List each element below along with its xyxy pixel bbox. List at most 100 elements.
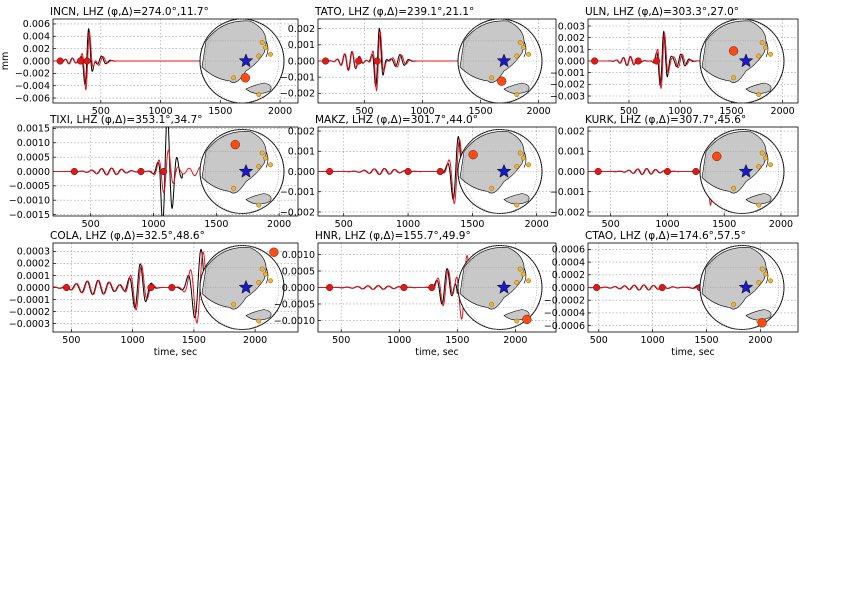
- globe-coast: [265, 151, 269, 168]
- axes-frame: [587, 242, 799, 333]
- y-tick-label: −0.001: [280, 187, 315, 198]
- subplot-title: KURK, LHZ (φ,Δ)=307.7°,45.6°: [585, 114, 746, 126]
- y-tick-label: 0.0005: [17, 152, 50, 163]
- x-tick-label: 500: [620, 106, 638, 117]
- station-dot: [263, 271, 268, 277]
- globe-inset: [457, 129, 543, 214]
- station-dot: [763, 155, 768, 161]
- station-dot: [763, 45, 768, 50]
- station-dot: [763, 271, 768, 277]
- subplot-hnr: 500 1000 1500 2000 0.0010 0.0005 0.0000 −0.0005…: [274, 230, 557, 358]
- station-dot: [756, 280, 762, 285]
- y-tick-label: 0.0005: [282, 266, 315, 277]
- phase-marker: [663, 167, 672, 176]
- y-tick-label: 0.0004: [552, 257, 585, 268]
- y-tick-label: −0.0010: [9, 196, 50, 207]
- y-tick-label: −0.0001: [9, 295, 50, 306]
- y-tick-label: 0.0002: [552, 270, 585, 281]
- y-tick-label: −0.0002: [544, 296, 585, 307]
- subplot-tato: 500 1000 1500 2000 0.002 0.001 0.000 −0.001 −0.0…: [280, 6, 557, 117]
- x-tick-label: 1000: [148, 106, 172, 117]
- y-tick-label: −0.0003: [9, 319, 50, 330]
- x-tick-label: 500: [332, 335, 350, 346]
- subplot-title: ULN, LHZ (φ,Δ)=303.3°,27.0°: [585, 6, 739, 18]
- globe-meridian: [204, 245, 280, 330]
- x-tick-label: 2000: [267, 219, 291, 230]
- axes-frame: [52, 126, 299, 217]
- y-tick-label: −0.002: [550, 207, 585, 218]
- y-tick-label: 0.000: [558, 56, 585, 67]
- station-dot: [514, 53, 520, 59]
- subplot-title: HNR, LHZ (φ,Δ)=155.7°,49.9°: [315, 230, 471, 242]
- phase-marker: [658, 283, 666, 292]
- globe-meridian: [462, 18, 538, 104]
- axes-frame: [52, 18, 299, 104]
- observed-trace: [53, 127, 183, 216]
- y-tick-label: −0.0015: [9, 210, 50, 221]
- globe-coast: [765, 40, 769, 58]
- station-dot: [256, 164, 262, 169]
- globe-land: [201, 20, 267, 83]
- epicenter-star: [238, 279, 254, 294]
- y-tick-label: −0.0006: [544, 321, 585, 332]
- subplot-title: MAKZ, LHZ (φ,Δ)=301.7°,44.0°: [315, 114, 478, 126]
- station-marker: [522, 314, 532, 325]
- axes-frame: [317, 18, 557, 104]
- y-tick-label: 0.003: [558, 21, 585, 32]
- phase-marker: [168, 283, 176, 292]
- observed-trace: [53, 248, 210, 319]
- station-dot: [517, 40, 523, 45]
- phase-marker: [147, 283, 155, 292]
- x-tick-label: 1500: [208, 106, 232, 117]
- y-tick-label: 0.0010: [282, 250, 315, 261]
- station-marker: [240, 73, 251, 83]
- phase-marker: [70, 167, 78, 176]
- x-tick-label: 1000: [410, 106, 434, 117]
- globe-inset: [699, 245, 785, 330]
- phase-marker: [137, 167, 145, 176]
- globe-meridian: [704, 129, 780, 214]
- y-tick-label: −0.0004: [544, 308, 585, 319]
- y-tick-label: 0.000: [23, 56, 50, 67]
- station-dot: [517, 266, 523, 272]
- epicenter-star: [738, 163, 754, 178]
- phase-marker: [373, 57, 381, 65]
- station-dot: [731, 301, 736, 307]
- subplot-title: INCN, LHZ (φ,Δ)=274.0°,11.7°: [50, 6, 209, 18]
- globe-coast: [265, 267, 269, 284]
- y-tick-label: 0.000: [288, 167, 315, 178]
- y-tick-label: 0.0006: [552, 245, 585, 256]
- phase-marker: [593, 283, 601, 292]
- globe-coast: [523, 40, 527, 58]
- x-tick-label: 2000: [525, 219, 549, 230]
- x-tick-label: 1000: [387, 335, 411, 346]
- globe-meridian: [704, 245, 780, 330]
- subplot-tixi: 500 1000 1500 2000 0.0015 0.0010 0.0005 0.0000 −…: [9, 114, 299, 230]
- y-tick-label: 0.0000: [17, 167, 50, 178]
- station-dot: [526, 278, 531, 284]
- station-dot: [521, 271, 526, 277]
- x-tick-label: 2000: [503, 335, 527, 346]
- y-tick-label: 0.0015: [17, 124, 50, 135]
- x-axis-label: time, sec: [154, 347, 198, 358]
- x-tick-label: 1500: [182, 335, 206, 346]
- station-dot: [756, 164, 762, 169]
- station-dot: [756, 53, 762, 59]
- epicenter-star: [238, 53, 254, 68]
- y-tick-label: −0.004: [15, 81, 50, 92]
- axes-frame: [317, 242, 557, 333]
- epicenter-star: [496, 279, 512, 294]
- subplot-cola: 500 1000 1500 20000.00030.00020.00010.0000−…: [9, 230, 299, 358]
- axes-frame: [52, 242, 299, 333]
- y-tick-label: −0.0005: [9, 181, 50, 192]
- globe-inset: [457, 245, 543, 330]
- x-tick-label: 1000: [396, 219, 420, 230]
- y-tick-label: 0.001: [558, 147, 585, 158]
- y-tick-label: −0.0010: [274, 316, 315, 327]
- station-dot: [521, 155, 526, 161]
- station-dot: [259, 266, 265, 272]
- globe-land: [459, 20, 525, 83]
- y-tick-label: −0.002: [15, 69, 50, 80]
